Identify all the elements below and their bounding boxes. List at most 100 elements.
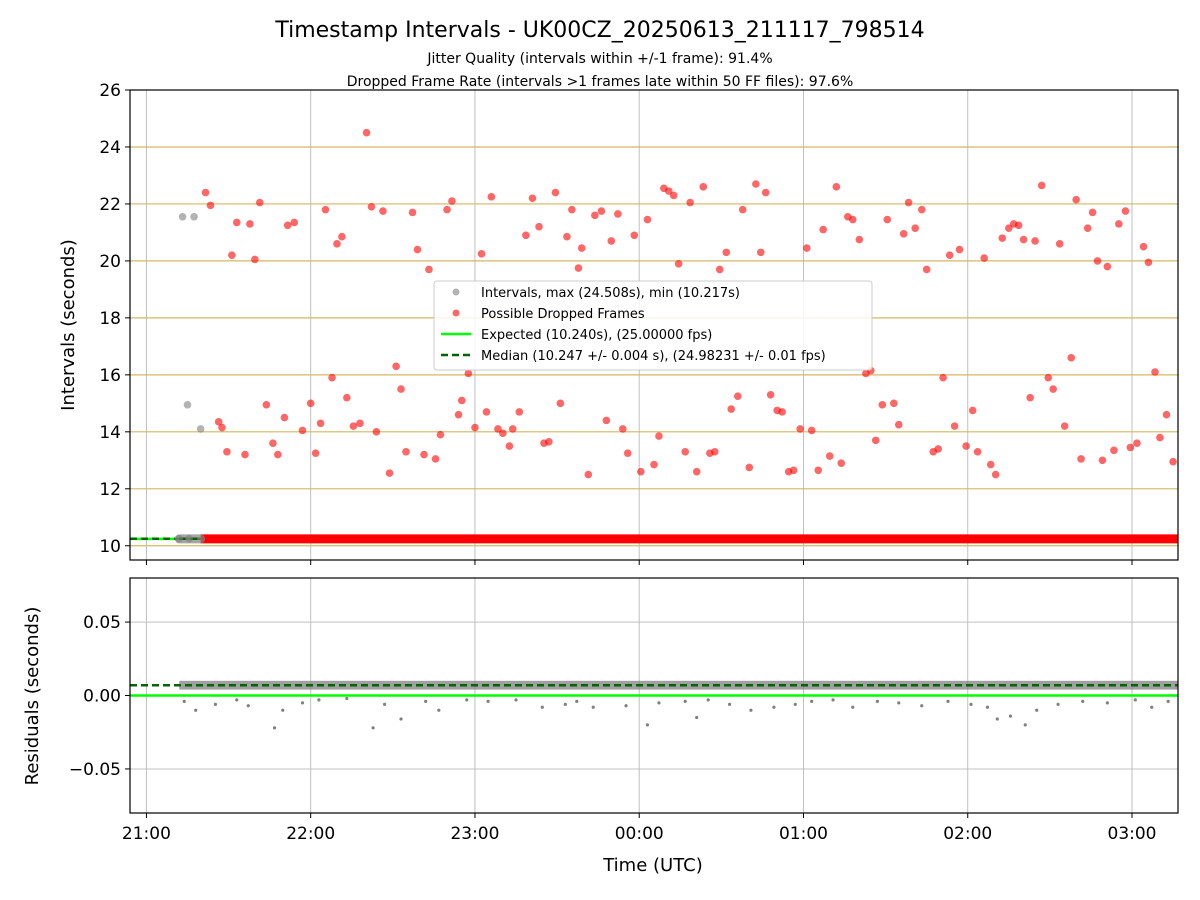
legend-label-median: Median (10.247 +/- 0.004 s), (24.98231 +… bbox=[481, 349, 826, 364]
dropped-frame-point bbox=[1005, 224, 1013, 232]
intervals-y-tick-label: 14 bbox=[99, 423, 121, 443]
dropped-frame-point bbox=[796, 425, 804, 433]
dropped-frame-point bbox=[431, 455, 440, 463]
dropped-frame-point bbox=[372, 428, 381, 436]
residual-point bbox=[1105, 701, 1109, 705]
dropped-frame-point bbox=[385, 469, 394, 477]
residual-point bbox=[897, 701, 901, 705]
residual-point bbox=[235, 698, 239, 702]
intervals-y-tick-label: 16 bbox=[99, 366, 121, 386]
dropped-frame-point bbox=[328, 373, 336, 382]
dropped-frame-point bbox=[934, 445, 942, 453]
residual-point bbox=[213, 702, 218, 706]
dropped-frame-point bbox=[664, 187, 673, 195]
dropped-frame-point bbox=[814, 466, 823, 475]
dropped-frame-point bbox=[761, 188, 770, 197]
dropped-frame-point bbox=[338, 232, 346, 241]
x-tick-label: 22:00 bbox=[286, 824, 335, 844]
dropped-frame-point bbox=[458, 396, 466, 405]
dropped-frame-point bbox=[477, 249, 486, 258]
residual-point bbox=[591, 705, 595, 709]
residuals-y-tick-label: 0.00 bbox=[83, 687, 121, 707]
legend-marker-dropped bbox=[452, 309, 460, 317]
dropped-frame-point bbox=[1031, 237, 1039, 245]
dropped-frame-point bbox=[894, 420, 903, 429]
dropped-frame-point bbox=[228, 251, 236, 260]
interval-point bbox=[185, 534, 193, 543]
dropped-frame-point bbox=[1121, 207, 1130, 215]
dropped-frame-point bbox=[1126, 443, 1135, 452]
dropped-frame-point bbox=[482, 408, 491, 416]
dropped-frame-point bbox=[643, 215, 652, 224]
dropped-frame-point bbox=[1169, 457, 1177, 466]
interval-point bbox=[196, 425, 205, 433]
residual-point bbox=[749, 708, 753, 712]
dropped-frame-point bbox=[515, 408, 524, 416]
residual-point bbox=[194, 708, 198, 712]
legend-frame bbox=[433, 280, 873, 371]
dropped-frame-point bbox=[630, 231, 639, 240]
dropped-frame-point bbox=[1019, 235, 1028, 244]
dropped-frame-point bbox=[807, 426, 816, 435]
dropped-frame-point bbox=[280, 413, 289, 422]
dropped-frame-point bbox=[825, 452, 834, 460]
dropped-frame-point bbox=[379, 207, 387, 215]
residual-point-band bbox=[179, 680, 1178, 690]
dropped-frame-point bbox=[349, 422, 358, 430]
intervals-y-tick-label: 26 bbox=[99, 81, 121, 101]
dropped-frame-point bbox=[692, 467, 701, 476]
x-tick-label: 03:00 bbox=[1108, 824, 1157, 844]
legend-marker-intervals bbox=[452, 288, 460, 296]
x-tick-label: 21:00 bbox=[122, 824, 171, 844]
dropped-frame-point bbox=[745, 463, 754, 472]
dropped-frame-point bbox=[397, 385, 405, 393]
residual-point bbox=[1166, 699, 1170, 703]
dropped-frame-point bbox=[1026, 393, 1034, 402]
dropped-frame-point bbox=[316, 419, 325, 428]
residual-point bbox=[1035, 708, 1039, 712]
residual-point bbox=[281, 708, 285, 712]
dropped-frame-point bbox=[311, 449, 320, 457]
dropped-frame-point bbox=[756, 248, 765, 257]
residual-point bbox=[810, 699, 814, 703]
dropped-frame-point bbox=[362, 128, 371, 137]
dropped-frame-point bbox=[832, 183, 841, 191]
dropped-frame-point bbox=[1133, 439, 1141, 448]
dropped-frame-point bbox=[306, 399, 315, 408]
dropped-frame-point bbox=[508, 425, 517, 433]
chart-title: Timestamp Intervals - UK00CZ_20250613_21… bbox=[274, 18, 924, 43]
intervals-y-tick-label: 22 bbox=[99, 195, 121, 215]
residual-point bbox=[772, 705, 776, 709]
residual-point bbox=[727, 702, 732, 706]
dropped-frame-point bbox=[998, 234, 1007, 242]
residuals-plot: 21:00 22:00 23:00 00:00 01:00 02:00 03:00 −0.05… bbox=[69, 577, 1179, 844]
dropped-frame-point bbox=[699, 183, 708, 191]
dropped-frame-point bbox=[733, 392, 742, 401]
residual-point bbox=[1008, 714, 1013, 718]
dropped-frame-point bbox=[1037, 181, 1046, 190]
dropped-frame-point bbox=[1077, 455, 1085, 463]
dropped-frame-point bbox=[577, 244, 586, 252]
dropped-frame-point bbox=[528, 194, 537, 203]
residual-point bbox=[371, 726, 375, 730]
residual-point bbox=[985, 705, 990, 709]
dropped-frame-point bbox=[551, 188, 560, 197]
dropped-frame-point bbox=[206, 201, 215, 210]
legend-label-expected: Expected (10.240s), (25.00000 fps) bbox=[481, 328, 712, 343]
dropped-frame-point bbox=[262, 400, 271, 409]
dropped-frame-point bbox=[246, 220, 254, 228]
residual-point bbox=[486, 699, 490, 703]
dropped-frame-point bbox=[1115, 220, 1123, 228]
dropped-frame-point bbox=[343, 393, 351, 402]
dropped-frame-point bbox=[298, 426, 307, 435]
dropped-frame-point bbox=[962, 442, 970, 450]
dropped-frame-point bbox=[686, 198, 694, 207]
residual-point bbox=[465, 698, 469, 702]
dropped-frame-point bbox=[883, 215, 892, 224]
dropped-frame-point bbox=[950, 422, 959, 430]
dropped-frame-point bbox=[878, 400, 887, 409]
dropped-frame-point bbox=[968, 406, 977, 415]
dropped-frame-point bbox=[255, 198, 264, 207]
residual-point bbox=[1150, 705, 1154, 709]
dropped-frame-point bbox=[1103, 262, 1112, 271]
